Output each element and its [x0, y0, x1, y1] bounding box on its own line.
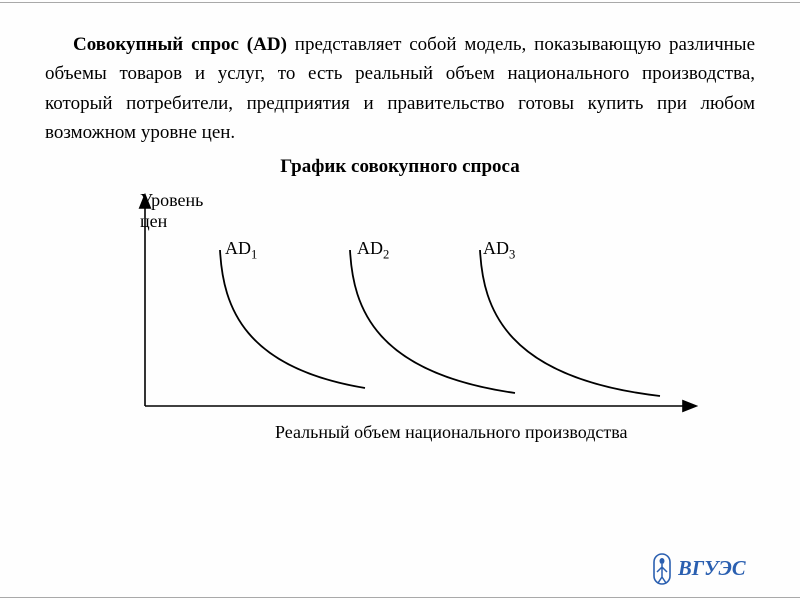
curve-label-3: AD3: [483, 238, 515, 263]
ad-curve-1: [220, 250, 365, 388]
definition-paragraph: Совокупный спрос (AD) представляет собой…: [45, 30, 755, 148]
ad-curve-2: [350, 250, 515, 393]
curve-label-1: AD1: [225, 238, 257, 263]
bold-term: Совокупный спрос (AD): [73, 34, 287, 55]
x-axis-label: Реальный объем национального производств…: [275, 422, 628, 443]
top-divider: [0, 2, 800, 3]
ad-curve-3: [480, 250, 660, 396]
institution-logo: ВГУЭС: [652, 552, 772, 586]
svg-text:ВГУЭС: ВГУЭС: [678, 558, 746, 580]
y-axis-label: Уровень цен: [140, 190, 203, 233]
curve-label-2: AD2: [357, 238, 389, 263]
logo-emblem-icon: [652, 552, 672, 586]
logo-text-icon: ВГУЭС: [678, 557, 772, 581]
ad-chart: Уровень цен AD1 AD2 AD3 Реальный объем нац…: [85, 188, 715, 448]
footer-divider: [0, 597, 800, 598]
chart-title: График совокупного спроса: [45, 156, 755, 178]
